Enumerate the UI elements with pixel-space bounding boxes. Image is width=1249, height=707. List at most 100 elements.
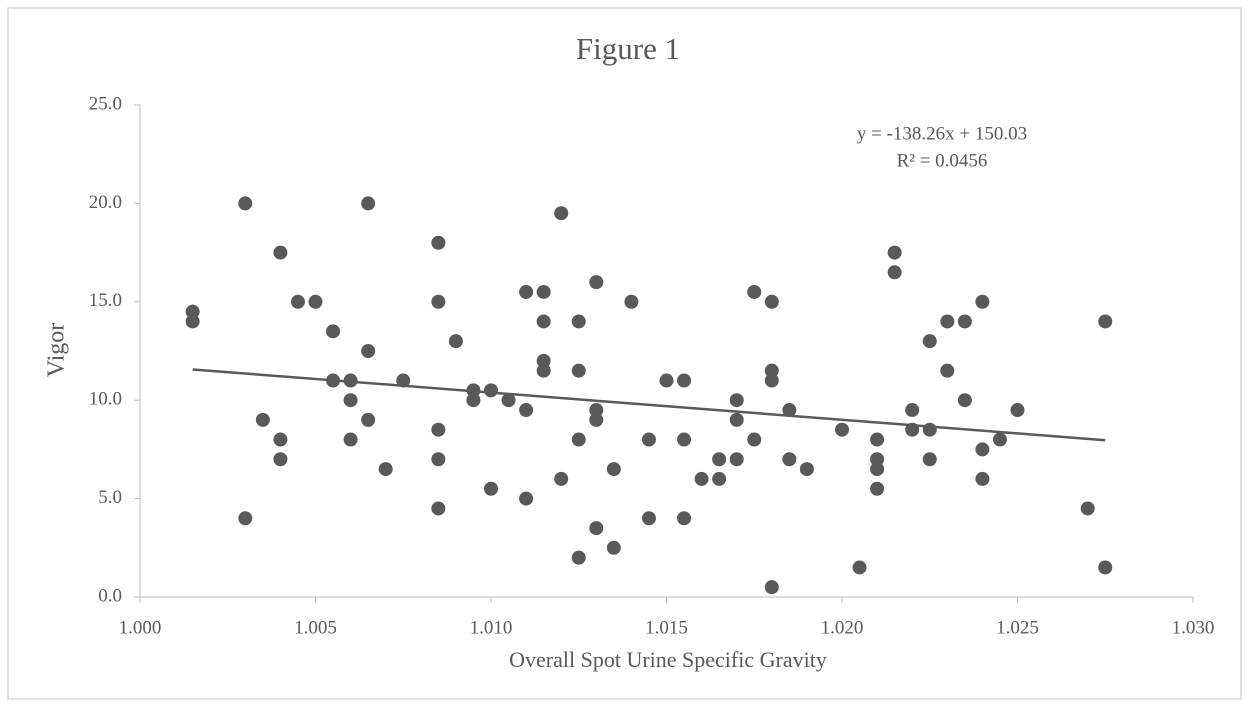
point [378, 462, 393, 477]
point [431, 501, 446, 516]
point [975, 471, 990, 486]
point [571, 550, 586, 565]
y-tick-label: 25.0 [89, 93, 122, 114]
point [694, 471, 709, 486]
point [273, 245, 288, 260]
point [361, 344, 376, 358]
trendline [192, 368, 1106, 442]
point [606, 540, 621, 555]
y-tick-label: 10.0 [89, 389, 122, 410]
point [1098, 314, 1113, 329]
point [957, 393, 972, 408]
y-tick-label: 5.0 [98, 487, 122, 508]
point [747, 284, 762, 299]
point [238, 511, 253, 526]
point [431, 294, 446, 309]
point [712, 452, 727, 467]
point [677, 511, 692, 526]
point [870, 481, 885, 496]
x-tick-label: 1.020 [821, 617, 864, 638]
point [1010, 403, 1025, 418]
y-axis-label: Vigor [44, 323, 70, 378]
point [905, 403, 920, 418]
point [255, 412, 270, 427]
point [589, 403, 604, 418]
x-tick-label: 1.030 [1172, 617, 1215, 638]
chart-title: Figure 1 [576, 31, 680, 66]
point [624, 294, 639, 309]
point [361, 196, 376, 211]
point [922, 452, 937, 467]
point [870, 462, 885, 477]
point [519, 284, 534, 299]
point [677, 373, 692, 388]
y-tick-label: 0.0 [98, 585, 122, 606]
point [992, 432, 1007, 447]
y-tick-label: 15.0 [89, 290, 122, 311]
x-tick-label: 1.010 [470, 617, 513, 638]
point [536, 314, 551, 329]
point [799, 462, 814, 477]
point [729, 393, 744, 408]
point [729, 452, 744, 467]
point [764, 373, 779, 388]
point [571, 363, 586, 378]
point [290, 294, 305, 309]
point [536, 284, 551, 299]
point [484, 383, 498, 398]
point [519, 491, 534, 506]
point [185, 304, 200, 319]
point [343, 393, 358, 408]
point [361, 412, 376, 427]
point [308, 294, 323, 309]
point [940, 314, 955, 329]
point [343, 432, 358, 447]
x-axis-label: Overall Spot Urine Specific Gravity [509, 647, 827, 672]
point [326, 324, 341, 339]
point [466, 393, 481, 408]
point [975, 442, 990, 457]
point [1080, 501, 1095, 516]
point [501, 393, 516, 408]
point [536, 363, 551, 378]
point [747, 432, 762, 447]
x-tick-label: 1.000 [119, 617, 162, 638]
point [782, 452, 797, 467]
point [729, 412, 744, 427]
point [641, 432, 656, 447]
point [431, 422, 446, 437]
point [571, 432, 586, 447]
point [554, 471, 569, 486]
point [782, 403, 797, 418]
point [484, 481, 498, 496]
point [957, 314, 972, 329]
point [1098, 560, 1113, 575]
point [835, 422, 849, 437]
x-tick-label: 1.015 [645, 617, 688, 638]
point [589, 521, 604, 536]
point [589, 275, 604, 290]
point [922, 422, 937, 437]
chart-border [7, 7, 1242, 700]
point [764, 363, 779, 378]
point [641, 511, 656, 526]
point [519, 403, 534, 418]
x-tick-label: 1.025 [996, 617, 1039, 638]
trendline-equation: y = -138.26x + 150.03 [857, 123, 1027, 144]
point [536, 353, 551, 368]
point [273, 452, 288, 467]
point [571, 314, 586, 329]
point [431, 235, 446, 250]
point [677, 432, 692, 447]
point [589, 412, 604, 427]
point [764, 580, 779, 595]
point [870, 452, 885, 467]
point [238, 196, 253, 211]
point [852, 560, 867, 575]
point [940, 363, 955, 378]
point [606, 462, 621, 477]
point [870, 432, 885, 447]
point [273, 432, 288, 447]
point [554, 206, 569, 221]
